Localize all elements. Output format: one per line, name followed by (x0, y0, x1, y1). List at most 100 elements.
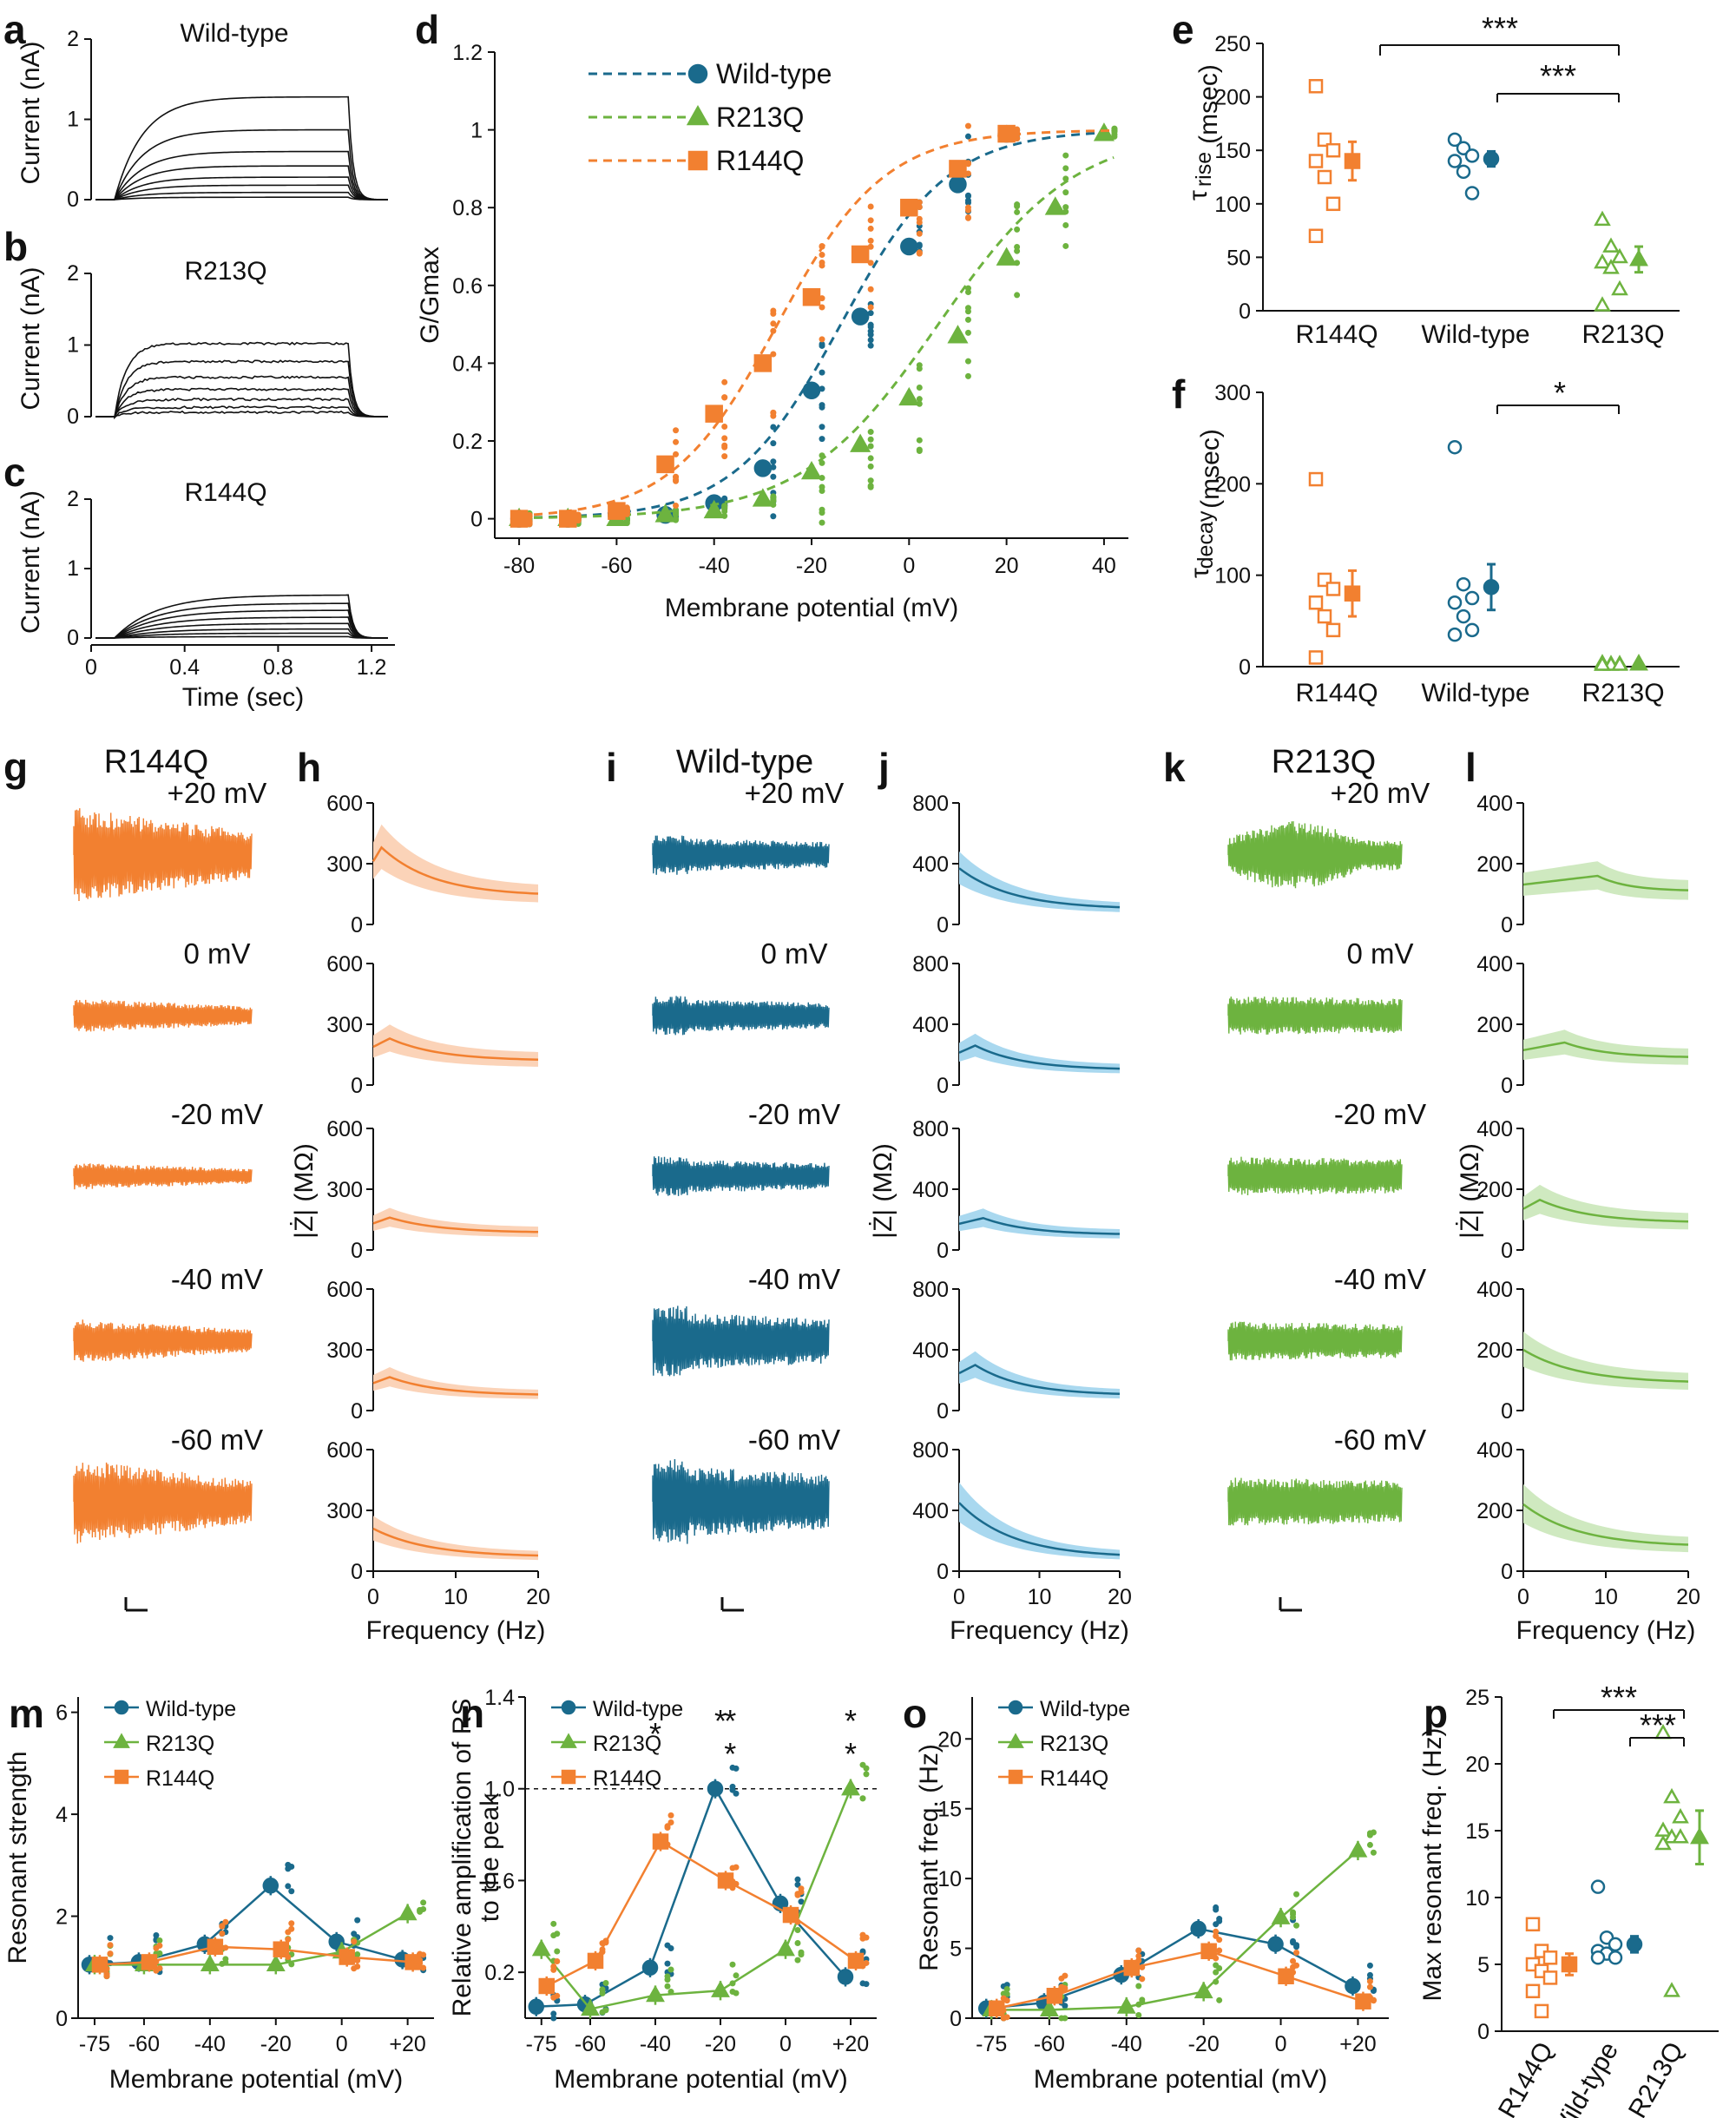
d-cell-dot (819, 519, 825, 526)
d-cell-dot (867, 310, 874, 317)
j-xlabel: Frequency (Hz) (950, 1616, 1129, 1645)
d-cell-dot (819, 475, 825, 482)
l-ytick-label: 0 (1501, 913, 1513, 937)
m-cell-dot (288, 1961, 295, 1968)
e-cell-point (1594, 253, 1611, 269)
panel-label-h: h (297, 745, 321, 790)
p-ytick-label: 5 (1477, 1953, 1489, 1977)
f-sig-label: * (1554, 375, 1566, 411)
p-cell-point (1542, 1970, 1558, 1985)
m-xlabel: Membrane potential (mV) (109, 2065, 403, 2094)
o-cell-dot (1366, 1962, 1373, 1969)
k-voltage-label: -60 mV (1334, 1424, 1426, 1456)
ytick-label-c: 0 (67, 626, 79, 650)
o-mean-point-R144Q (1355, 1993, 1371, 2009)
e-ytick-label: 50 (1226, 246, 1251, 270)
n-cell-dot (729, 1980, 736, 1987)
j-xtick-label: 10 (1028, 1585, 1052, 1609)
ytick-label-b: 0 (67, 405, 79, 429)
d-cell-dot (819, 252, 825, 259)
j-sem-band (959, 1033, 1120, 1074)
h-ytick-label: 600 (326, 1438, 363, 1463)
d-cell-dot (1062, 189, 1069, 196)
l-ylabel: |Ż| (MΩ) (1456, 1143, 1484, 1239)
l-ytick-label: 200 (1476, 1013, 1513, 1037)
ytick-label-c: 2 (67, 487, 79, 511)
d-cell-dot (721, 394, 728, 401)
o-cell-dot (1293, 1942, 1300, 1949)
g-voltage-label: -60 mV (171, 1424, 263, 1456)
d-cell-dot (867, 436, 874, 443)
p-cell-point (1672, 1808, 1689, 1824)
d-cell-dot (1111, 128, 1118, 135)
m-series-line-R213Q (94, 1912, 409, 1966)
j-ytick-label: 400 (912, 1499, 949, 1523)
l-ytick-label: 400 (1476, 1438, 1513, 1463)
n-legend-marker (560, 1733, 577, 1748)
n-mean-point-Wild-type (641, 1959, 659, 1977)
d-cell-dot (867, 443, 874, 450)
e-mean-point (1344, 153, 1361, 169)
f-cell-point (1308, 650, 1324, 665)
n-mean-point-R213Q (581, 1998, 600, 2016)
d-cell-dot (770, 464, 777, 470)
n-mean-point-R144Q (847, 1952, 865, 1970)
chart-marks: Current (nA) 0 1 2 Current (nA) 0 1 2 Current (n… (3, 10, 1719, 2118)
n-cell-dot (798, 1951, 805, 1958)
o-cell-dot (1290, 1957, 1297, 1964)
o-series-line-R213Q (991, 1850, 1359, 2011)
current-trace-b (95, 398, 388, 418)
m-cell-dot (107, 1935, 114, 1942)
d-cell-dot (916, 396, 923, 403)
m-mean-point-R213Q (398, 1903, 418, 1921)
current-trace-c (95, 628, 388, 639)
p-cell-point (1525, 1917, 1541, 1932)
e-ytick-label: 200 (1214, 86, 1251, 110)
n-legend-label: R144Q (593, 1766, 661, 1791)
d-xtick-label: -20 (796, 554, 827, 578)
d-ylabel: G/Gmax (416, 247, 444, 344)
f-cell-point (1317, 608, 1332, 624)
j-ytick-label: 0 (937, 1560, 949, 1584)
d-mean-point-R144Q (558, 510, 577, 528)
m-mean-point-Wild-type (262, 1878, 279, 1894)
g-voltage-label: -20 mV (171, 1098, 263, 1130)
n-cell-dot (667, 1812, 674, 1819)
f-cell-point (1447, 595, 1463, 610)
d-cell-dot (673, 474, 680, 481)
n-cell-dot (664, 1983, 671, 1990)
p-mean-point (1561, 1956, 1578, 1973)
e-cell-point (1602, 237, 1620, 253)
j-ytick-label: 400 (912, 852, 949, 877)
d-cell-dot (867, 332, 874, 339)
n-cell-dot (733, 1990, 740, 1996)
p-cell-point (1654, 1821, 1672, 1837)
o-mean-point-Wild-type (1190, 1920, 1207, 1937)
f-category-label: R144Q (1295, 679, 1378, 707)
n-cell-dot (863, 1771, 870, 1778)
d-legend-marker (687, 150, 708, 171)
o-ylabel: Resonant freq. (Hz) (915, 1744, 944, 1971)
m-mean-point-R144Q (141, 1954, 158, 1970)
j-xtick-label: 20 (1108, 1585, 1132, 1609)
l-xlabel: Frequency (Hz) (1516, 1616, 1696, 1645)
d-ytick-label: 0 (470, 508, 483, 532)
d-cell-dot (867, 429, 874, 436)
n-cell-dot (798, 1885, 805, 1892)
n-cell-dot (794, 1881, 801, 1888)
o-xtick-label: -60 (1034, 2032, 1065, 2056)
f-mean-point (1483, 579, 1500, 595)
f-cell-point (1447, 627, 1463, 642)
d-cell-dot (867, 455, 874, 462)
n-cell-dot (729, 1865, 736, 1871)
d-cell-dot (1014, 208, 1021, 215)
n-mean-point-Wild-type (837, 1969, 854, 1985)
d-cell-dot (1062, 175, 1069, 182)
e-category-label: Wild-type (1421, 320, 1529, 349)
m-xtick-label: -20 (260, 2032, 292, 2056)
l-impedance-curve (1522, 1348, 1689, 1383)
h-ytick-label: 600 (326, 1117, 363, 1141)
j-sem-band (959, 851, 1120, 912)
m-mean-point-R213Q (200, 1954, 220, 1971)
d-cell-dot (721, 435, 728, 442)
